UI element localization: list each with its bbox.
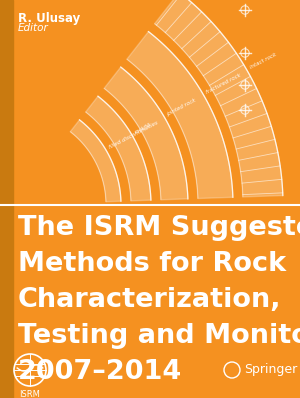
Text: 2007–2014: 2007–2014 bbox=[18, 359, 182, 385]
Polygon shape bbox=[85, 96, 151, 201]
Polygon shape bbox=[127, 31, 233, 199]
Text: filled discontinuities: filled discontinuities bbox=[108, 120, 159, 150]
Polygon shape bbox=[70, 120, 121, 202]
Text: fractured rock: fractured rock bbox=[206, 72, 242, 95]
Polygon shape bbox=[104, 67, 188, 200]
Bar bbox=[0, 0, 13, 398]
Text: jointed rock: jointed rock bbox=[167, 98, 197, 117]
Text: intact rock: intact rock bbox=[249, 52, 277, 70]
Polygon shape bbox=[154, 0, 283, 197]
Text: Springer: Springer bbox=[244, 363, 297, 377]
Text: Methods for Rock: Methods for Rock bbox=[18, 251, 286, 277]
Text: rockfill: rockfill bbox=[134, 122, 153, 135]
Text: Characterization,: Characterization, bbox=[18, 287, 281, 313]
Text: Editor: Editor bbox=[18, 23, 49, 33]
Text: The ISRM Suggested: The ISRM Suggested bbox=[18, 215, 300, 241]
Text: ISRM: ISRM bbox=[20, 390, 40, 398]
Text: Testing and Monitoring:: Testing and Monitoring: bbox=[18, 323, 300, 349]
Text: R. Ulusay: R. Ulusay bbox=[18, 12, 80, 25]
